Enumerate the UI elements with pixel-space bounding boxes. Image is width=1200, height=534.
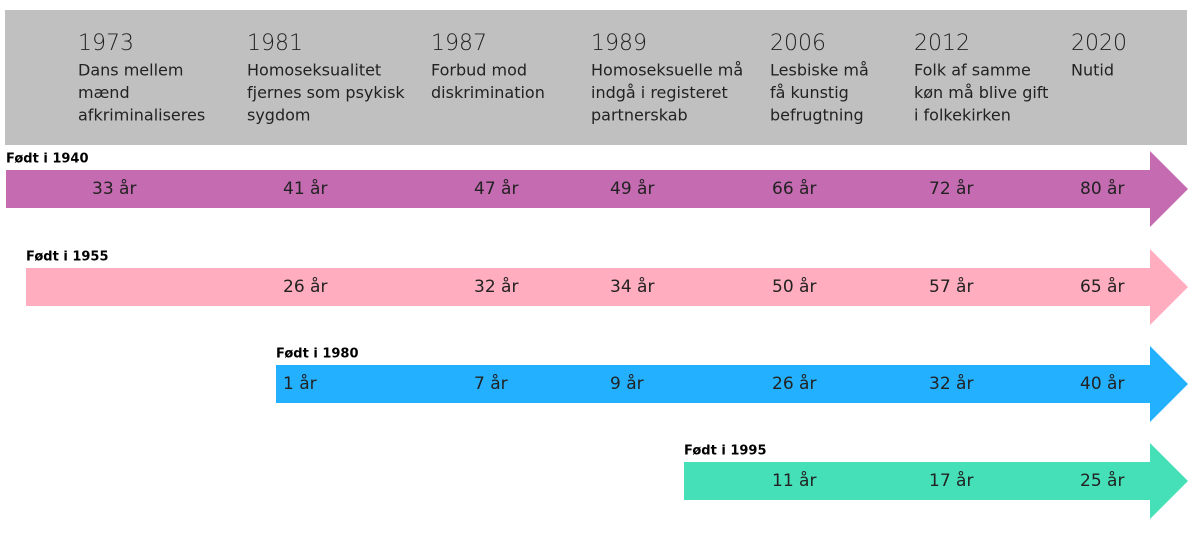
age-label: 57 år [929, 276, 973, 297]
event-year: 1973 [78, 31, 134, 56]
event-year: 1987 [431, 31, 487, 56]
age-label: 25 år [1080, 470, 1124, 491]
arrow [276, 346, 1188, 422]
age-label: 41 år [283, 178, 327, 199]
age-label: 7 år [474, 373, 508, 394]
event-description: sygdom [247, 106, 311, 125]
event-description: diskrimination [431, 83, 545, 102]
event-description: fjernes som psykisk [247, 83, 405, 102]
age-label: 32 år [474, 276, 518, 297]
event-description: mænd [78, 83, 130, 102]
age-label: 72 år [929, 178, 973, 199]
age-label: 32 år [929, 373, 973, 394]
arrow [6, 151, 1188, 227]
event-year: 1981 [247, 31, 303, 56]
event-year: 1989 [591, 31, 647, 56]
event-description: Homoseksualitet [247, 61, 381, 80]
age-label: 47 år [474, 178, 518, 199]
event-description: afkriminaliseres [78, 106, 205, 125]
event-description: Folk af samme [914, 61, 1031, 80]
event-description: partnerskab [591, 106, 688, 125]
age-label: 66 år [772, 178, 816, 199]
event-year: 2006 [770, 31, 826, 56]
row-label: Født i 1955 [26, 250, 109, 265]
event-description: Nutid [1071, 61, 1114, 80]
event-description: i folkekirken [914, 106, 1011, 125]
row-label: Født i 1940 [6, 152, 89, 167]
age-label: 50 år [772, 276, 816, 297]
arrow [684, 443, 1188, 519]
age-label: 34 år [610, 276, 654, 297]
event-description: Forbud mod [431, 61, 527, 80]
age-label: 49 år [610, 178, 654, 199]
event-year: 2020 [1071, 31, 1127, 56]
row-label: Født i 1995 [684, 444, 767, 459]
age-label: 1 år [283, 373, 317, 394]
age-label: 11 år [772, 470, 816, 491]
age-label: 9 år [610, 373, 644, 394]
age-label: 26 år [772, 373, 816, 394]
event-description: køn må blive gift [914, 83, 1048, 102]
row-label: Født i 1980 [276, 347, 359, 362]
age-label: 65 år [1080, 276, 1124, 297]
event-description: få kunstig [770, 83, 849, 102]
event-description: Homoseksuelle må [591, 61, 743, 80]
age-label: 26 år [283, 276, 327, 297]
event-description: Lesbiske må [770, 61, 869, 80]
age-label: 40 år [1080, 373, 1124, 394]
event-description: indgå i registeret [591, 83, 728, 102]
age-label: 33 år [92, 178, 136, 199]
arrow [26, 249, 1188, 325]
header-band [5, 10, 1187, 145]
event-description: befrugtning [770, 106, 864, 125]
event-description: Dans mellem [78, 61, 183, 80]
age-label: 17 år [929, 470, 973, 491]
event-year: 2012 [914, 31, 970, 56]
age-label: 80 år [1080, 178, 1124, 199]
